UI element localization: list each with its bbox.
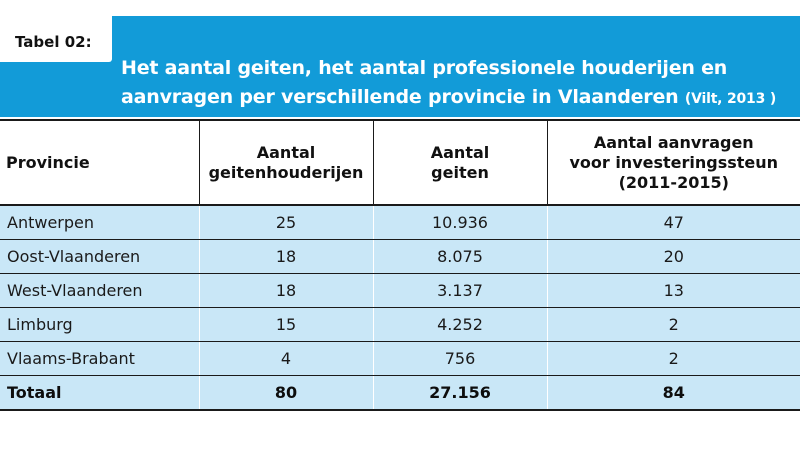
cell-aanvragen: 2 (546, 341, 800, 376)
cell-houderijen: 4 (198, 341, 374, 376)
title-banner: Het aantal geiten, het aantal profession… (0, 16, 800, 117)
header-line: geiten (431, 162, 489, 182)
cell-total-label: Totaal (0, 375, 200, 411)
header-geiten: Aantal geiten (372, 119, 548, 206)
cell-provincie: West-Vlaanderen (0, 273, 200, 308)
header-line: geitenhouderijen (208, 162, 364, 182)
header-aanvragen: Aantal aanvragen voor investeringssteun … (546, 119, 800, 206)
cell-geiten: 8.075 (372, 239, 548, 274)
cell-geiten: 3.137 (372, 273, 548, 308)
cell-total-aanvragen: 84 (546, 375, 800, 411)
cell-houderijen: 15 (198, 307, 374, 342)
header-line: Aantal (430, 142, 490, 162)
data-table: Provincie Aantal geitenhouderijen Aantal… (0, 119, 800, 411)
cell-houderijen: 18 (198, 239, 374, 274)
cell-aanvragen: 2 (546, 307, 800, 342)
cell-provincie: Vlaams-Brabant (0, 341, 200, 376)
cell-houderijen: 18 (198, 273, 374, 308)
cell-aanvragen: 47 (546, 204, 800, 240)
table-title: Het aantal geiten, het aantal profession… (121, 54, 793, 114)
table-number-label: Tabel 02: (15, 33, 92, 51)
cell-houderijen: 25 (198, 204, 374, 240)
header-provincie: Provincie (0, 119, 200, 206)
header-line: voor investeringssteun (569, 152, 779, 172)
header-line: Aantal (256, 142, 316, 162)
header-line: Provincie (6, 152, 90, 172)
table-row: Antwerpen 25 10.936 47 (0, 204, 800, 240)
cell-geiten: 10.936 (372, 204, 548, 240)
table-row: West-Vlaanderen 18 3.137 13 (0, 273, 800, 308)
header-geitenhouderijen: Aantal geitenhouderijen (198, 119, 374, 206)
title-line-1: Het aantal geiten, het aantal profession… (121, 57, 728, 79)
cell-total-houderijen: 80 (198, 375, 374, 411)
cell-aanvragen: 20 (546, 239, 800, 274)
table-row: Vlaams-Brabant 4 756 2 (0, 341, 800, 376)
header-line: Aantal aanvragen (593, 132, 754, 152)
table-number-tag: Tabel 02: (0, 0, 112, 62)
cell-aanvragen: 13 (546, 273, 800, 308)
title-line-2: aanvragen per verschillende provincie in… (121, 86, 679, 108)
total-row: Totaal 80 27.156 84 (0, 375, 800, 411)
cell-geiten: 4.252 (372, 307, 548, 342)
table-row: Oost-Vlaanderen 18 8.075 20 (0, 239, 800, 274)
cell-total-geiten: 27.156 (372, 375, 548, 411)
cell-provincie: Oost-Vlaanderen (0, 239, 200, 274)
cell-geiten: 756 (372, 341, 548, 376)
cell-provincie: Antwerpen (0, 204, 200, 240)
cell-provincie: Limburg (0, 307, 200, 342)
title-source: (Vilt, 2013 ) (684, 91, 777, 107)
header-row: Provincie Aantal geitenhouderijen Aantal… (0, 119, 800, 206)
header-line: (2011-2015) (618, 172, 729, 192)
table-row: Limburg 15 4.252 2 (0, 307, 800, 342)
